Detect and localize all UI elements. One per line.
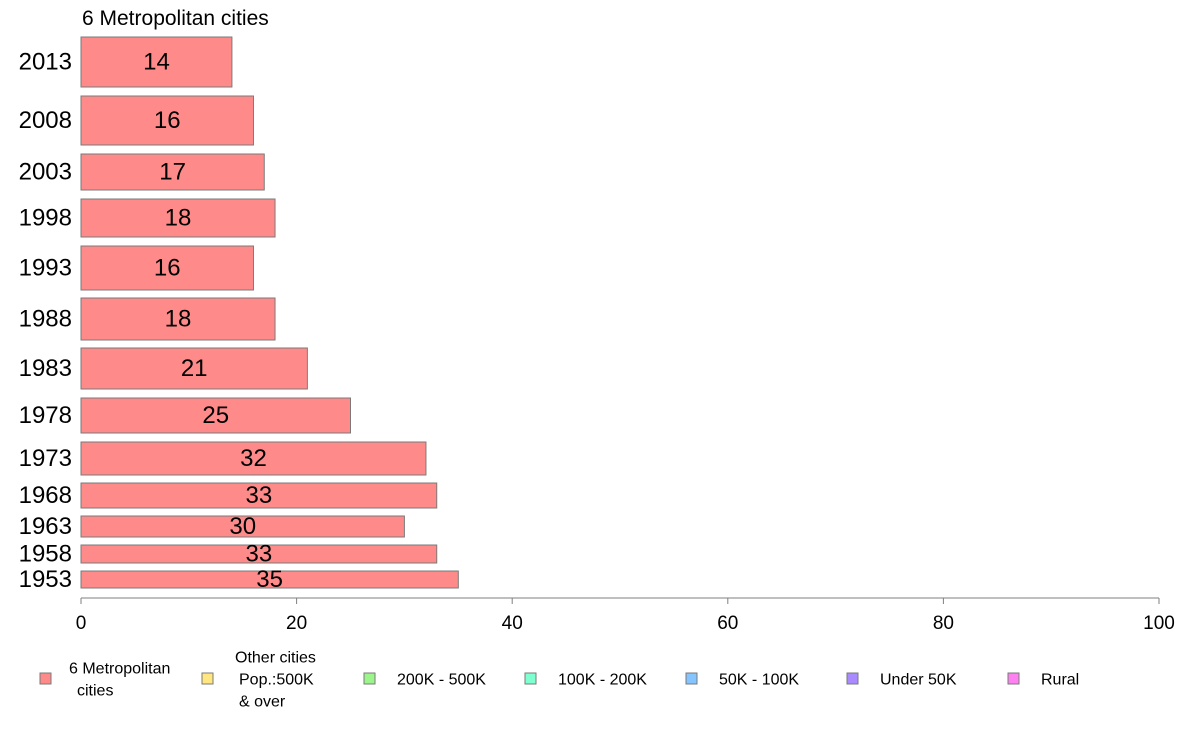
legend-label: 100K - 200K — [558, 672, 647, 689]
legend-item: 100K - 200K — [524, 672, 647, 689]
category-label-1993: 1993 — [19, 255, 72, 282]
legend-swatch — [846, 672, 859, 685]
x-tick-label: 100 — [1143, 613, 1175, 634]
data-label-1998: 18 — [165, 205, 192, 232]
bar-1973 — [80, 441, 427, 476]
data-label-1973: 32 — [240, 445, 267, 472]
legend-swatch — [524, 672, 537, 685]
legend-item: Other cities Pop.:500K & over — [201, 650, 316, 711]
legend-item: 6 Metropolitan cities — [39, 661, 170, 700]
bar-2013 — [80, 36, 233, 88]
data-label-1983: 21 — [181, 355, 208, 382]
bar-1983 — [80, 347, 308, 390]
legend-label: Rural — [1041, 672, 1079, 689]
data-label-2003: 17 — [159, 159, 186, 186]
data-label-1963: 30 — [229, 513, 256, 540]
bar-1963 — [80, 515, 405, 538]
bar-1998 — [80, 198, 276, 238]
category-label-2008: 2008 — [19, 107, 72, 134]
x-tick-label: 80 — [933, 613, 954, 634]
category-label-1963: 1963 — [19, 513, 72, 540]
data-label-1953: 35 — [256, 566, 283, 593]
legend: 6 Metropolitan cities Other cities Pop.:500… — [39, 650, 1079, 711]
data-label-2008: 16 — [154, 107, 181, 134]
bar-1953 — [80, 570, 459, 589]
category-label-1953: 1953 — [19, 566, 72, 593]
bar-1958 — [80, 544, 438, 564]
legend-swatch — [1007, 672, 1020, 685]
x-axis: 0 20 40 60 80 100 — [76, 597, 1175, 634]
bar-1993 — [80, 245, 254, 291]
data-label-1978: 25 — [202, 402, 229, 429]
category-label-1978: 1978 — [19, 402, 72, 429]
legend-swatch — [363, 672, 376, 685]
data-label-2013: 14 — [143, 49, 170, 76]
category-label-1958: 1958 — [19, 541, 72, 568]
chart-title: 6 Metropolitan cities — [82, 7, 269, 30]
category-label-2013: 2013 — [19, 49, 72, 76]
legend-item: 50K - 100K — [685, 672, 799, 689]
bar-1968 — [80, 482, 438, 509]
data-label-1993: 16 — [154, 255, 181, 282]
legend-item: Under 50K — [846, 672, 957, 689]
legend-swatch — [201, 672, 214, 685]
x-tick-label: 60 — [717, 613, 738, 634]
data-label-1968: 33 — [246, 482, 273, 509]
legend-label: Under 50K — [880, 672, 957, 689]
legend-item: 200K - 500K — [363, 672, 486, 689]
legend-label: 6 Metropolitan — [69, 661, 170, 678]
data-label-1958: 33 — [246, 541, 273, 568]
category-label-1968: 1968 — [19, 482, 72, 509]
category-label-1998: 1998 — [19, 205, 72, 232]
category-label-2003: 2003 — [19, 159, 72, 186]
legend-label: 50K - 100K — [719, 672, 799, 689]
x-tick-label: 40 — [502, 613, 523, 634]
data-label-1988: 18 — [165, 306, 192, 333]
bar-2008 — [80, 95, 254, 146]
category-label-1988: 1988 — [19, 306, 72, 333]
bar-2003 — [80, 153, 265, 191]
legend-label: Other cities — [235, 650, 316, 667]
legend-label: Pop.:500K — [239, 672, 314, 689]
bar-1978 — [80, 397, 351, 434]
legend-label: cities — [77, 683, 113, 700]
category-label-1983: 1983 — [19, 355, 72, 382]
legend-label: 200K - 500K — [397, 672, 486, 689]
bars-layer: 14 2013 16 2008 17 2003 18 1998 16 1993 18 1988 21 19… — [19, 36, 459, 593]
legend-swatch — [39, 672, 52, 685]
category-label-1973: 1973 — [19, 445, 72, 472]
x-tick-label: 20 — [286, 613, 307, 634]
bar-1988 — [80, 297, 276, 341]
x-tick-label: 0 — [76, 613, 87, 634]
legend-label: & over — [239, 694, 286, 711]
legend-item: Rural — [1007, 672, 1079, 689]
legend-swatch — [685, 672, 698, 685]
